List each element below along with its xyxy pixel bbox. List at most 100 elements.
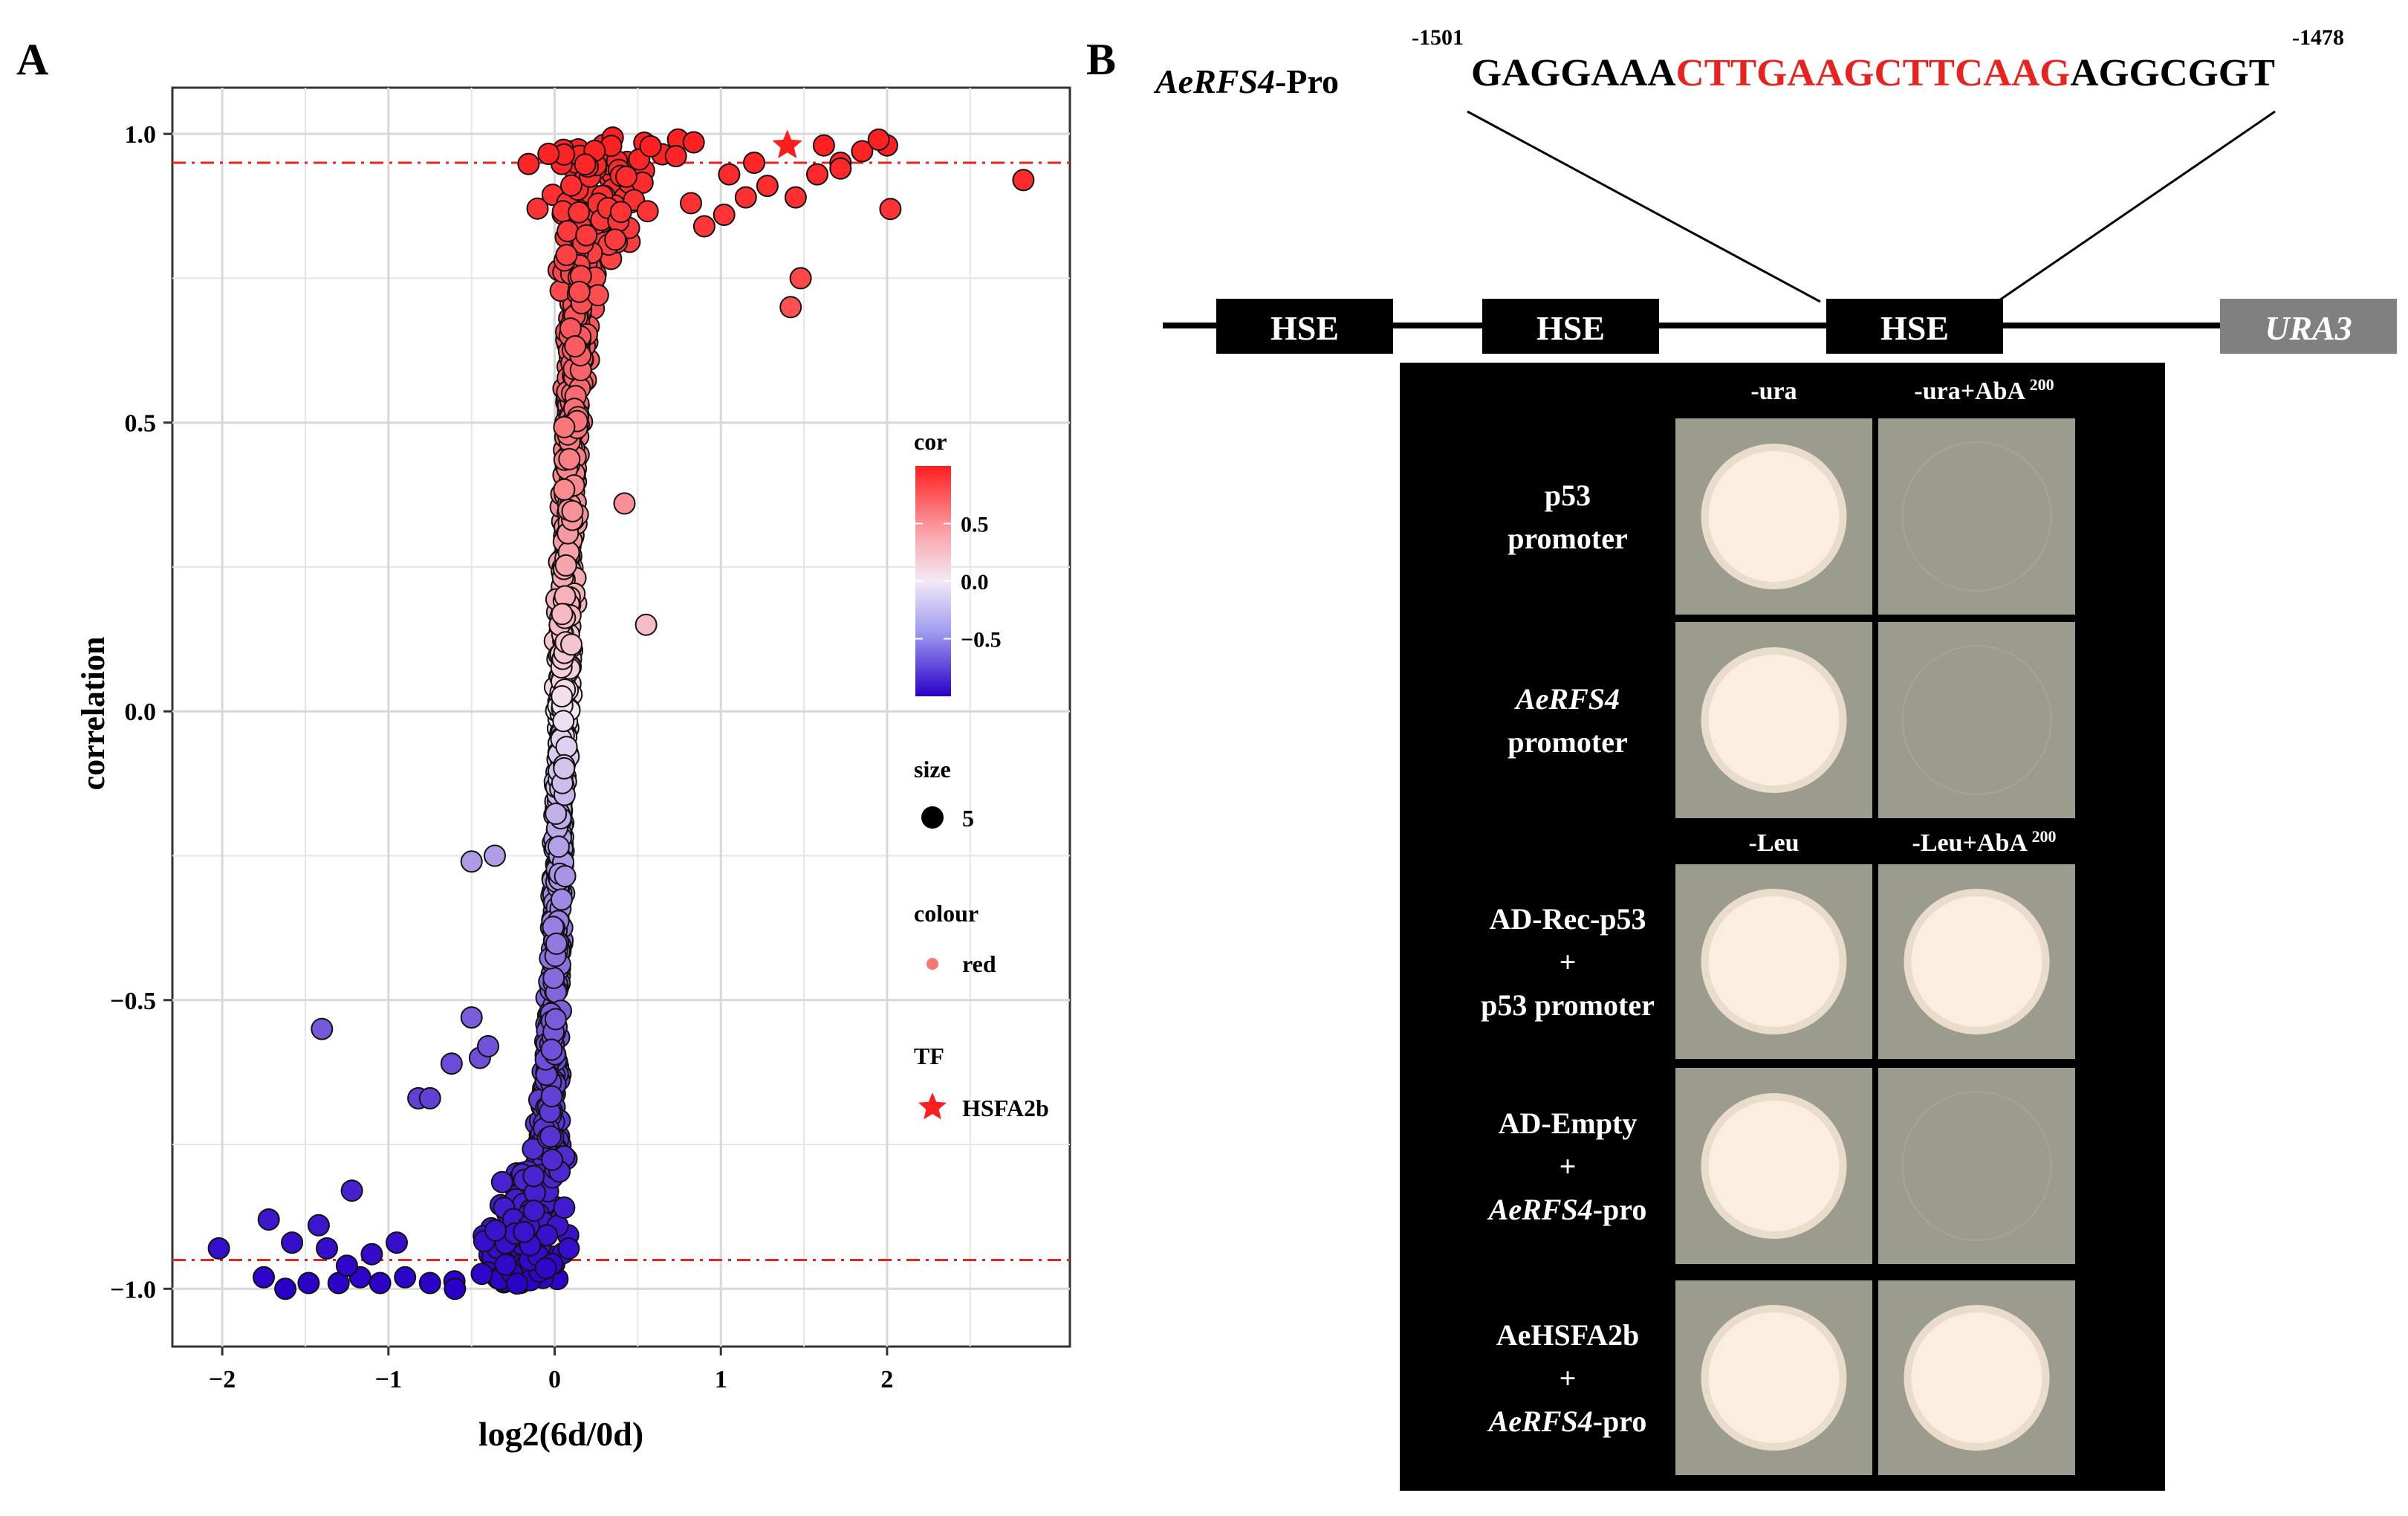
promoter-label: AeRFS4-Pro [1153,62,1339,100]
scatter-point [536,1224,559,1247]
scatter-point [539,1125,562,1148]
scatter-point [281,1231,304,1254]
row-label: + [1560,1361,1577,1395]
scatter-point [879,198,902,221]
column-header: -ura [1750,378,1797,405]
scatter-point [544,1008,567,1031]
scatter-point [561,499,584,522]
scatter-point [547,835,570,858]
scatter-point [340,1179,363,1202]
scatter-point [574,153,597,176]
y-tick-label: −1.0 [110,1276,156,1303]
hse-box [1826,299,2003,354]
panel-a: A −2 −1 0 1 2 1.00.50.0−0.5−1.0 log2(6d/0d) … [16,35,1071,1453]
scatter-point [851,140,874,163]
scatter-point [692,215,715,238]
hse-box [1482,299,1659,354]
colony [1708,1101,1840,1231]
legend-colour-dot [926,958,938,970]
row-label: promoter [1508,725,1627,759]
scatter-point [1012,169,1035,192]
scatter-point [551,685,574,707]
scatter-point [557,1237,580,1260]
column-header: -ura+AbA 200 [1914,375,2054,405]
scatter-point [526,197,549,220]
scatter-point [636,200,659,223]
y-tick-label: 0.0 [125,699,157,726]
scatter-points [207,126,1035,1300]
scatter-point [554,554,577,577]
plate [1878,418,2075,615]
scatter-point [477,1034,499,1057]
row-label: AD-Empty [1499,1107,1638,1140]
hse-label: HSE [1880,309,1949,347]
scatter-point [537,143,560,165]
scatter-point [867,128,890,151]
y-axis-label: correlation [75,637,111,791]
scatter-point [444,1277,467,1300]
scatter-point [713,204,736,226]
x-axis-label: log2(6d/0d) [478,1415,643,1453]
colony [1708,896,1840,1027]
legend-cor-title: cor [914,428,947,455]
scatter-point [551,603,574,626]
scatter-point [553,757,576,780]
scatter-point [253,1266,275,1289]
y-tick-label: 1.0 [125,121,157,149]
colony [1708,1312,1840,1443]
hse-label: HSE [1536,309,1605,347]
scatter-point [207,1237,230,1260]
scatter-point [541,1148,564,1171]
scatter-point [360,1243,383,1266]
scatter-point [418,1086,441,1110]
scatter-point [534,1257,557,1280]
scatter-point [789,267,812,290]
legend-colour-title: colour [914,900,979,927]
plate [1878,622,2075,818]
scatter-point [829,157,852,180]
scatter-point [560,174,582,197]
legend-size-title: size [914,756,951,783]
colorbar-tick-label: 0.0 [961,570,989,595]
column-header: -Leu+AbA 200 [1912,827,2057,857]
scatter-point [470,1263,493,1286]
scatter-point [522,1138,545,1161]
scatter-point [551,888,573,911]
legend: cor 0.5 0.0 −0.5 size 5 colour red TF HSFA… [914,428,1049,1121]
column-header: -Leu [1749,829,1799,857]
row-label: AeRFS4-pro [1487,1405,1647,1438]
plot-background [171,86,1071,1348]
panel-b-label: B [1086,35,1116,84]
scatter-point [460,850,483,873]
scatter-point [553,478,576,501]
hse-label: HSE [1270,309,1339,347]
scatter-point [568,280,591,303]
scatter-point [554,865,577,887]
scatter-point [522,1164,545,1188]
scatter-point [316,1237,338,1260]
scatter-point [440,1052,463,1075]
column-headers: -ura -ura+AbA 200 -Leu -Leu+AbA 200 [1749,375,2057,857]
scatter-point [540,1038,563,1061]
scatter-point [604,228,627,251]
scatter-point [756,175,779,198]
scatter-point [522,1199,545,1222]
ura3-label: URA3 [2265,309,2352,347]
scatter-point [553,415,576,438]
scatter-point [779,296,802,319]
scatter-point [335,1254,358,1277]
scatter-point [494,1253,517,1276]
scatter-point [555,244,578,267]
row-labels: p53 promoter AeRFS4 promoter AD-Rec-p53 + p53 … [1481,479,1655,1438]
panel-b: B AeRFS4-Pro -1501 -1478 GAGGAAACTTGAAGC… [1086,25,2397,1491]
scatter-point [560,633,582,656]
scatter-point [664,145,687,168]
row-label: + [1560,945,1577,979]
colorbar-tick-label: −0.5 [961,628,1002,652]
scatter-point [418,1272,441,1295]
star-icon [918,1092,947,1120]
scatter-point [540,1085,563,1108]
scatter-point [743,152,765,174]
scatter-point [609,201,632,224]
x-tick-label: 0 [548,1366,561,1393]
